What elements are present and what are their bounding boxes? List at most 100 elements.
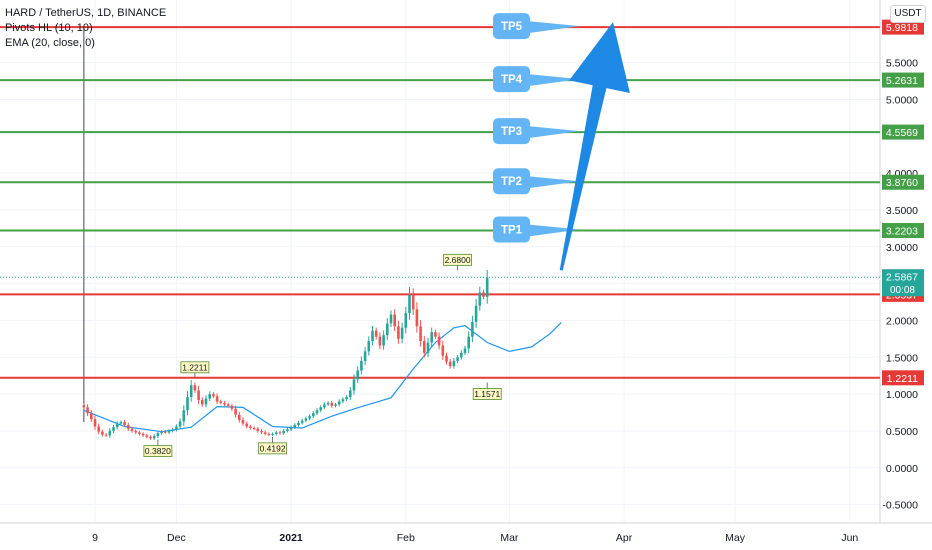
candle [467,331,470,354]
candle [334,402,337,408]
price-badge-bg [882,124,924,140]
price-badge-value: 1.2211 [887,373,918,385]
candle [337,399,341,407]
target-callout-tp1: TP1 [493,216,580,243]
candle-body [104,434,108,436]
candle [386,318,389,340]
candle-body [267,433,271,435]
candle [300,418,304,425]
candle-body [282,430,285,434]
price-badge-bg [882,19,924,35]
candle [175,424,178,432]
candle-body [467,336,470,349]
candle-body [408,294,411,314]
pivot-value: 1.1571 [474,389,500,399]
candle-body [426,342,430,353]
candle-body [219,401,223,403]
pivot-label-low: 0.3820 [143,439,173,458]
candle-body [330,402,334,406]
candle-body [411,294,415,310]
candle [419,320,422,347]
time-tick-label: Feb [397,532,415,544]
candle [193,382,197,394]
candle-body [341,399,345,402]
candle-body [193,385,197,391]
candle [271,432,274,437]
candle-body [164,431,167,433]
candle-body [474,305,478,322]
candle [452,358,456,369]
price-badge-bg [882,370,924,386]
candle-body [482,292,485,297]
price-badge-5-9818: 5.9818 [882,19,924,35]
candle-body [304,418,308,421]
callout-label: TP4 [501,74,523,86]
candle [441,340,445,360]
price-badge-value: 3.2203 [886,226,918,238]
candle-body [145,435,149,437]
candle-body [360,360,363,371]
candle [330,400,334,408]
candle [275,430,278,436]
pivot-label-high: 2.6800 [443,253,473,271]
pivot-label-high: 1.2211 [180,361,210,378]
candle [201,397,204,407]
candle [323,402,326,410]
candle-body [297,422,300,426]
grid-lines [0,0,880,523]
candle-body [204,398,208,405]
candle [326,401,330,406]
candle-body [178,421,182,427]
candle-body [230,405,234,409]
candle-body [152,436,156,439]
candle [249,424,252,430]
last-price-badge-bg [882,269,924,297]
pivot-value: 0.4192 [260,443,286,453]
candle-body [108,430,112,436]
candles [82,269,489,441]
callout-box [493,118,530,145]
candle [164,430,167,434]
currency-unit-button[interactable]: USDT [890,5,926,23]
callout-pointer [528,74,580,87]
candle-body [149,436,152,439]
candle-body [90,413,93,420]
candle [485,269,489,304]
candle-body [82,405,86,408]
legend-pivots: Pivots HL (10, 10) [5,22,93,34]
candle-body [289,427,293,430]
candle [448,359,452,369]
callout-pointer [528,224,580,237]
price-tick-label: 3.0000 [886,242,918,254]
target-callout-tp3: TP3 [493,118,580,145]
candle [182,405,186,426]
candle [223,401,226,406]
bar-countdown: 00:08 [890,285,915,296]
candle [167,429,171,434]
candle [156,430,160,439]
candle-body [252,427,256,429]
candle-body [275,432,278,434]
candle-body [393,314,396,327]
ema-line [83,322,562,433]
candle-body [352,379,356,391]
candle-body [101,431,104,435]
candle [460,350,463,360]
candle-body [367,341,371,352]
time-tick-label: Jun [841,532,858,544]
candle-body [97,426,100,432]
target-callout-tp5: TP5 [493,13,580,40]
pivot-box [443,253,473,266]
candle [138,430,141,436]
candle-body [404,313,408,328]
candle-body [263,432,267,434]
time-axis-ticks: 9 Dec 2021 Feb Mar Apr May Jun [92,532,858,544]
callout-label: TP3 [501,126,522,138]
candle [230,403,234,411]
candle [130,426,134,433]
candle [267,432,271,437]
candle [145,433,149,439]
candle-body [445,355,448,362]
price-tick-label: 2.0000 [886,315,918,327]
